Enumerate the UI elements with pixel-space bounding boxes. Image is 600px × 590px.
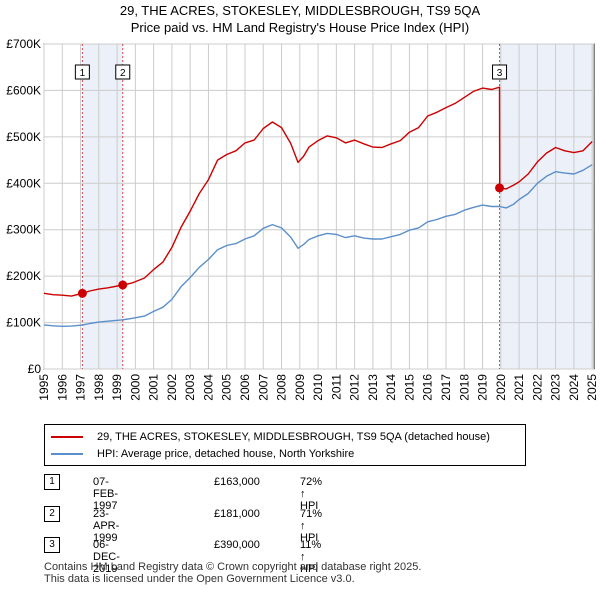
x-tick-label: 1995 <box>37 374 51 401</box>
sale-label-box <box>74 64 90 80</box>
x-tick-label: 2000 <box>128 374 142 401</box>
sale-label-box <box>115 64 131 80</box>
x-tick-label: 2016 <box>421 374 435 401</box>
x-tick-label: 2022 <box>530 374 544 401</box>
transaction-date: 23-APR-1999 <box>93 508 120 544</box>
transaction-hpi: 11% ↑ HPI <box>300 539 322 575</box>
x-tick-label: 2008 <box>275 374 289 401</box>
x-tick-label: 2007 <box>256 374 270 401</box>
y-tick-label: £0 <box>28 362 42 376</box>
transaction-date: 06-DEC-2019 <box>93 539 120 575</box>
transaction-hpi: 72% ↑ HPI <box>300 476 323 512</box>
chart-title-line1: 29, THE ACRES, STOKESLEY, MIDDLESBROUGH,… <box>120 3 481 18</box>
transaction-price: £181,000 <box>214 508 260 520</box>
series-line-hpi <box>43 164 593 327</box>
x-tick-label: 2024 <box>567 374 581 401</box>
transaction-number: 3 <box>44 537 60 553</box>
footer-attribution: Contains HM Land Registry data © Crown c… <box>44 561 421 585</box>
transaction-number: 2 <box>44 506 60 522</box>
x-tick-label: 2010 <box>311 374 325 401</box>
x-tick-label: 2006 <box>238 374 252 401</box>
x-tick-label: 2017 <box>439 374 453 401</box>
legend-item-hpi: HPI: Average price, detached house, Nort… <box>51 446 354 462</box>
x-tick-label: 2009 <box>293 374 307 401</box>
sale-point <box>77 288 87 298</box>
x-tick-label: 2003 <box>183 374 197 401</box>
y-tick-label: £600K <box>6 83 41 97</box>
sale-label: 2 <box>120 68 126 79</box>
x-tick-label: 2018 <box>457 374 471 401</box>
x-tick-label: 2020 <box>494 374 508 401</box>
x-tick-label: 2025 <box>585 374 599 401</box>
legend-swatch-hpi <box>51 453 83 455</box>
x-tick-label: 2023 <box>549 374 563 401</box>
x-tick-label: 2021 <box>512 374 526 401</box>
y-tick-label: £300K <box>6 223 41 237</box>
ownership-shade <box>82 44 123 369</box>
x-tick-label: 1999 <box>110 374 124 401</box>
x-tick-label: 2002 <box>165 374 179 401</box>
transaction-price: £163,000 <box>214 476 260 488</box>
sale-point <box>495 183 505 193</box>
price-chart: 29, THE ACRES, STOKESLEY, MIDDLESBROUGH,… <box>6 3 599 401</box>
x-tick-label: 2012 <box>348 374 362 401</box>
y-tick-label: £200K <box>6 269 41 283</box>
sale-point <box>118 280 128 290</box>
legend-label-property: 29, THE ACRES, STOKESLEY, MIDDLESBROUGH,… <box>97 431 490 443</box>
footer-line-1: Contains HM Land Registry data © Crown c… <box>44 561 422 573</box>
transaction-hpi: 71% ↑ HPI <box>300 508 323 544</box>
transaction-number: 1 <box>44 474 60 490</box>
y-tick-label: £100K <box>6 316 41 330</box>
series-line-property <box>43 86 593 297</box>
y-tick-label: £700K <box>6 37 41 51</box>
x-tick-label: 2011 <box>329 374 343 400</box>
sale-label: 3 <box>497 68 503 79</box>
x-tick-label: 2019 <box>476 374 490 401</box>
legend: 29, THE ACRES, STOKESLEY, MIDDLESBROUGH,… <box>44 424 526 466</box>
x-tick-label: 1998 <box>92 374 106 401</box>
sale-label: 1 <box>80 68 86 79</box>
x-tick-label: 2013 <box>366 374 380 401</box>
chart-title-line2: Price paid vs. HM Land Registry's House … <box>131 20 469 35</box>
sale-label-box <box>492 64 508 80</box>
ownership-shade <box>499 44 594 369</box>
x-tick-label: 2001 <box>147 374 161 401</box>
transaction-price: £390,000 <box>214 539 260 551</box>
x-tick-label: 1996 <box>55 374 69 401</box>
y-tick-label: £500K <box>6 130 41 144</box>
x-tick-label: 2004 <box>201 374 215 401</box>
legend-label-hpi: HPI: Average price, detached house, Nort… <box>97 448 355 460</box>
y-tick-label: £400K <box>6 176 41 190</box>
x-tick-label: 1997 <box>74 374 88 401</box>
legend-item-property: 29, THE ACRES, STOKESLEY, MIDDLESBROUGH,… <box>51 429 490 445</box>
legend-swatch-property <box>51 436 83 438</box>
x-tick-label: 2015 <box>402 374 416 401</box>
x-tick-label: 2014 <box>384 374 398 401</box>
footer-line-2: This data is licensed under the Open Gov… <box>44 573 355 585</box>
transaction-date: 07-FEB-1997 <box>93 476 119 512</box>
x-tick-label: 2005 <box>220 374 234 401</box>
